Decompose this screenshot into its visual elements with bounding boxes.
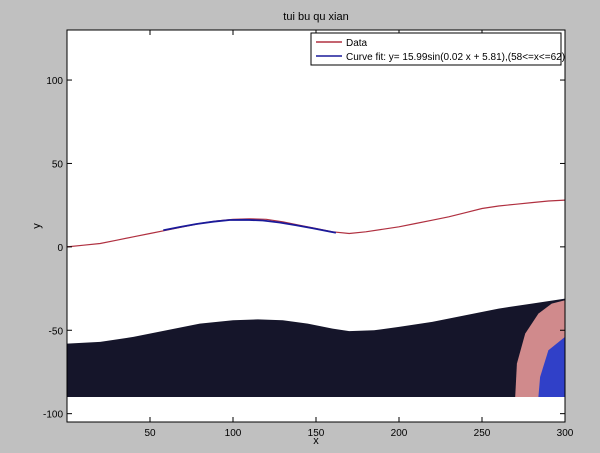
legend: Data Curve fit: y= 15.99sin(0.02 x + 5.8… xyxy=(310,32,565,66)
x-tick-label: 250 xyxy=(474,428,491,439)
x-tick-label: 100 xyxy=(225,428,242,439)
x-tick-label: 50 xyxy=(144,428,156,439)
legend-box xyxy=(310,32,562,66)
y-tick-label: 0 xyxy=(57,243,63,254)
y-tick-label: -100 xyxy=(43,410,63,421)
x-tick-label: 300 xyxy=(557,428,574,439)
dark-silhouette xyxy=(67,298,565,397)
curve-fit-line xyxy=(163,218,337,234)
x-tick-label: 200 xyxy=(391,428,408,439)
x-axis-label: x xyxy=(313,435,319,447)
y-tick-label: 50 xyxy=(52,159,64,170)
y-tick-label: -50 xyxy=(49,326,64,337)
y-tick-label: 100 xyxy=(46,76,63,87)
tick-layer: 50 100 150 200 250 300 -100 -50 0 50 100 xyxy=(43,30,574,439)
chart-title: tui bu qu xian xyxy=(283,11,348,23)
x-tick-label: 150 xyxy=(308,428,325,439)
legend-label-data: Data xyxy=(346,38,368,49)
y-axis-label: y xyxy=(31,223,43,229)
legend-label-fit: Curve fit: y= 15.99sin(0.02 x + 5.81),(5… xyxy=(346,52,565,63)
series-layer xyxy=(66,199,566,248)
overlay-image xyxy=(67,298,565,397)
blue-region xyxy=(538,336,565,397)
